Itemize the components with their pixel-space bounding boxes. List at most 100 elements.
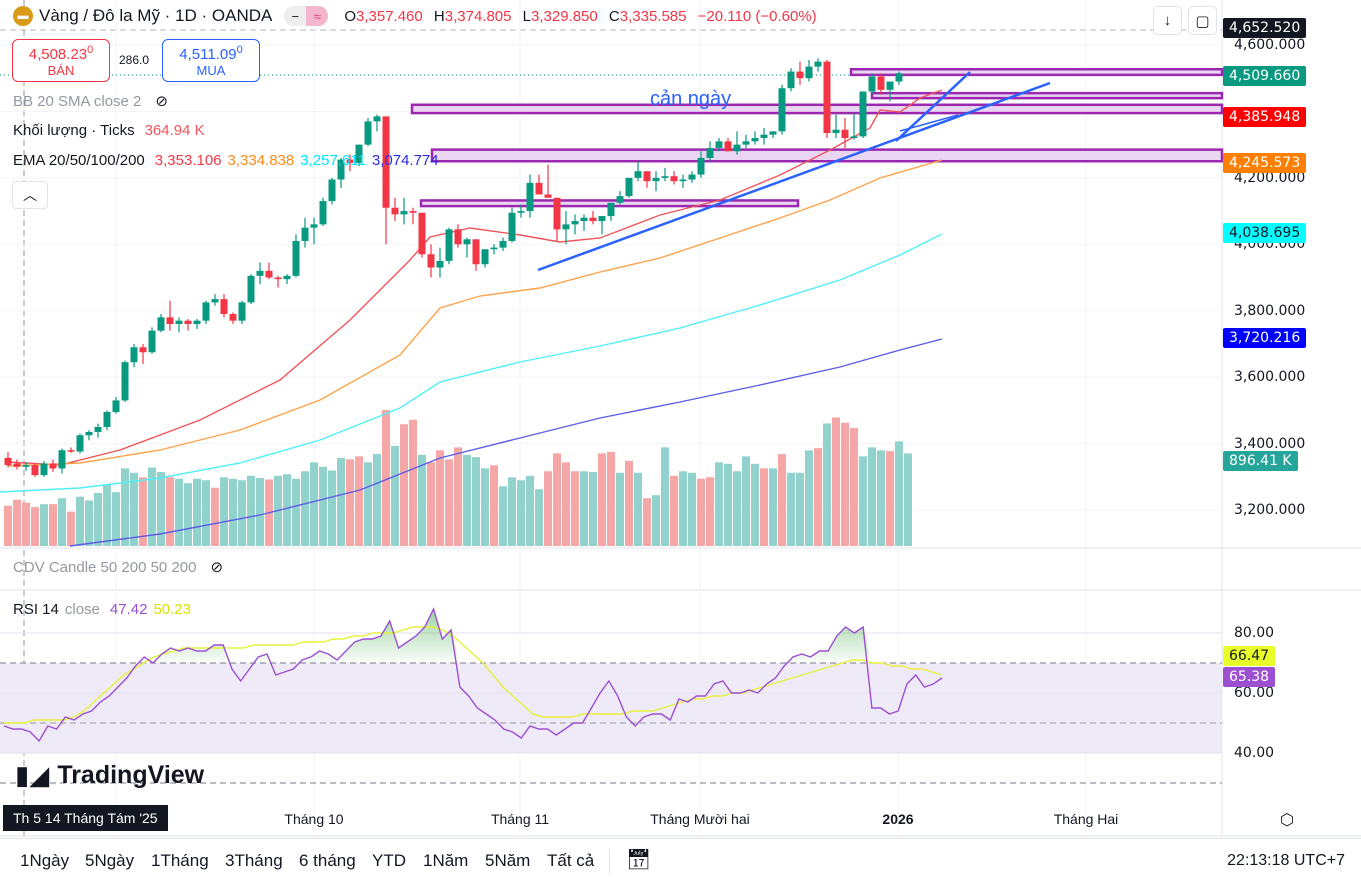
candle-body <box>778 88 786 132</box>
volume-bar <box>481 468 489 546</box>
candle <box>697 151 705 178</box>
zone-rect <box>870 91 1224 100</box>
candle <box>796 61 804 85</box>
eye-hidden-icon[interactable]: ⊘ <box>155 93 168 110</box>
candle <box>157 314 165 333</box>
price-tag: 4,038.695 <box>1223 223 1307 243</box>
candle-body <box>751 138 759 142</box>
volume-bar <box>715 462 723 546</box>
candle <box>67 447 75 453</box>
volume-bar <box>688 472 696 546</box>
candle <box>346 154 354 172</box>
volume-bar <box>40 504 48 546</box>
rsi-tag: 65.38 <box>1223 667 1276 687</box>
volume-bar <box>67 511 75 546</box>
volume-bars <box>4 410 912 546</box>
fullscreen-button[interactable]: ▢ <box>1188 6 1217 35</box>
candle-body <box>94 426 102 432</box>
price-tick: 3,800.000 <box>1234 302 1306 319</box>
candle <box>445 227 453 265</box>
candle <box>454 224 462 248</box>
rsi-legend[interactable]: RSI 14 close 47.42 50.23 <box>13 601 191 618</box>
range-1y[interactable]: 1Năm <box>423 851 469 870</box>
candle <box>634 161 642 182</box>
candle-body <box>4 457 12 466</box>
candle <box>274 275 282 288</box>
candle <box>769 131 777 138</box>
cdv-legend[interactable]: CDV Candle 50 200 50 200 ⊘ <box>13 558 224 577</box>
volume-bar <box>283 474 291 546</box>
settings-icon[interactable]: ⬡ <box>1280 812 1294 829</box>
scroll-to-latest-button[interactable]: ↓ <box>1153 6 1182 35</box>
buy-button[interactable]: 4,511.090 MUA <box>162 39 260 82</box>
eye-hidden-icon[interactable]: ⊘ <box>210 559 224 576</box>
arrow-down-icon: ↓ <box>1163 12 1172 29</box>
bb-legend[interactable]: BB 20 SMA close 2 ⊘ <box>13 92 168 111</box>
ema-legend[interactable]: EMA 20/50/100/200 3,353.106 3,334.838 3,… <box>13 152 439 169</box>
range-3m[interactable]: 3Tháng <box>225 851 283 870</box>
range-5d[interactable]: 5Ngày <box>85 851 135 870</box>
range-6m[interactable]: 6 tháng <box>299 851 356 870</box>
price-tag: 3,720.216 <box>1223 328 1307 348</box>
sell-button[interactable]: 4,508.230 BÁN <box>12 39 110 82</box>
volume-bar <box>904 453 912 546</box>
volume-bar <box>805 450 813 546</box>
candle <box>526 174 534 218</box>
ema20-value: 3,353.106 <box>154 152 222 169</box>
clock[interactable]: 22:13:18 UTC+7 <box>1227 852 1345 869</box>
symbol-title[interactable]: Vàng / Đô la Mỹ · 1D · OANDA <box>39 6 273 25</box>
volume-bar <box>184 483 192 546</box>
zone-rect <box>410 103 1224 115</box>
annotation-text[interactable]: cản ngày <box>650 88 732 110</box>
volume-bar <box>850 427 858 546</box>
calendar-goto-icon[interactable]: 📅︎ <box>626 849 652 871</box>
sell-label: BÁN <box>47 63 75 78</box>
range-ytd[interactable]: YTD <box>372 851 406 870</box>
chevron-up-icon: ︿ <box>23 187 37 203</box>
range-1d[interactable]: 1Ngày <box>20 851 70 870</box>
candle-body <box>157 317 165 331</box>
candle-body <box>463 239 471 245</box>
tradingview-logo[interactable]: ▮◢ TradingView <box>15 760 205 790</box>
collapse-legend-button[interactable]: ︿ <box>12 181 48 209</box>
volume-bar <box>193 478 201 546</box>
volume-bar <box>589 472 597 546</box>
candle-body <box>274 277 282 280</box>
volume-bar <box>418 454 426 546</box>
candle <box>319 197 327 227</box>
candle <box>625 177 633 198</box>
candle-body <box>715 141 723 148</box>
candle-body <box>247 275 255 303</box>
candle <box>859 91 867 138</box>
candle-body <box>256 270 264 276</box>
market-status-pill[interactable]: − ≈ <box>284 6 329 26</box>
volume-bar <box>238 480 246 546</box>
candle <box>499 237 507 251</box>
candle <box>562 211 570 245</box>
candle-body <box>634 171 642 178</box>
volume-bar <box>373 454 381 546</box>
gold-bars-icon: ▬ <box>13 6 33 26</box>
minus-icon: − <box>291 8 300 24</box>
range-1m[interactable]: 1Tháng <box>151 851 209 870</box>
volume-legend[interactable]: Khối lượng · Ticks 364.94 K <box>13 122 205 139</box>
price-tag: 4,652.520 <box>1223 18 1307 38</box>
candle <box>76 433 84 454</box>
candle-body <box>490 247 498 250</box>
candle-body <box>517 211 525 213</box>
candle <box>661 167 669 182</box>
candle <box>760 128 768 145</box>
candle-body <box>562 224 570 230</box>
trend-line <box>895 71 971 142</box>
candle <box>211 294 219 306</box>
volume-bar <box>769 468 777 546</box>
range-all[interactable]: Tất cả <box>547 851 595 870</box>
candle-body <box>139 347 147 353</box>
spread-value: 286.0 <box>119 53 150 67</box>
candle-body <box>859 91 867 137</box>
range-5y[interactable]: 5Năm <box>485 851 531 870</box>
volume-bar <box>121 468 129 546</box>
candle-body <box>193 320 201 324</box>
candle-body <box>643 171 651 182</box>
